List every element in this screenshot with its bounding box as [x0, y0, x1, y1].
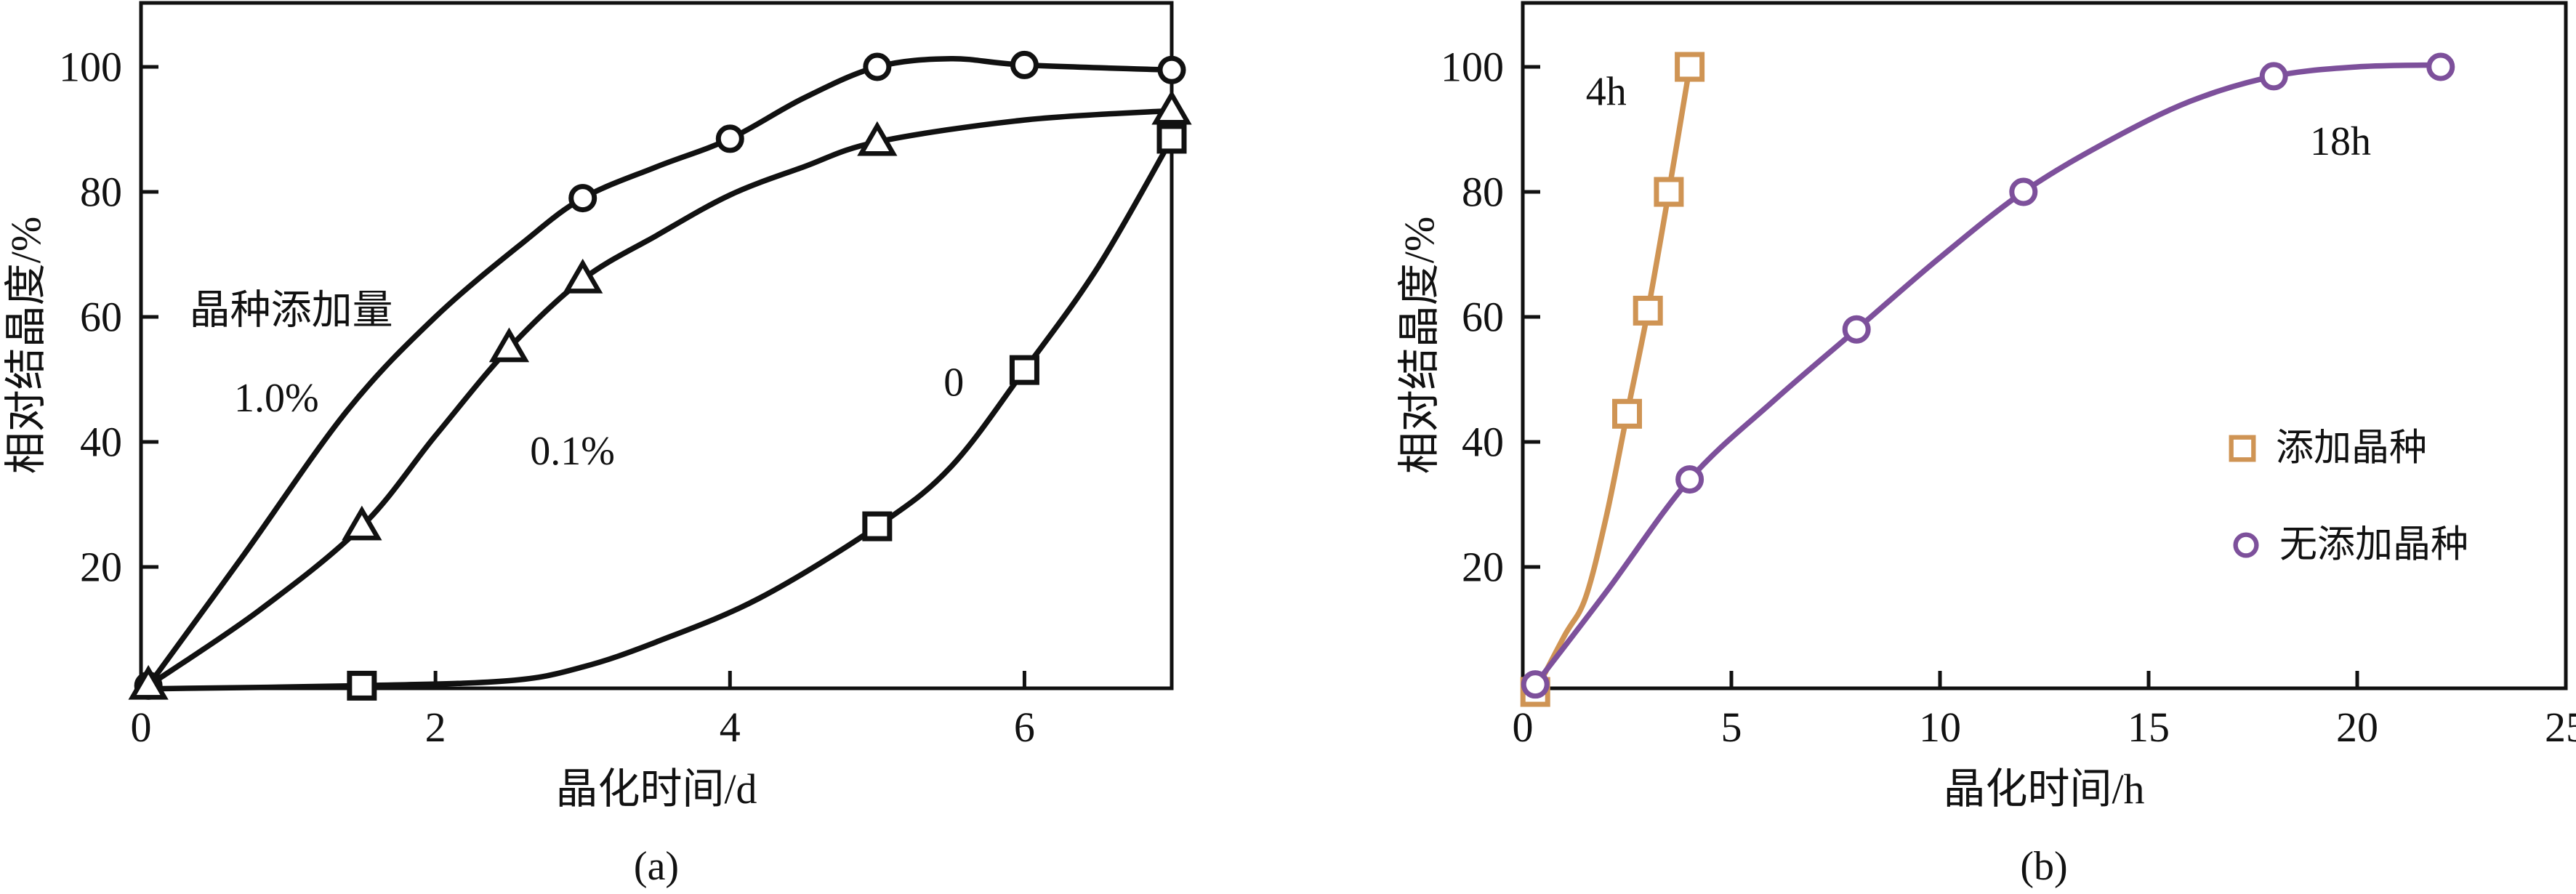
x-tick-label: 2 — [425, 704, 446, 751]
subplot-caption: (b) — [2020, 844, 2067, 889]
annotation-label: 0 — [943, 360, 964, 405]
series-curve — [145, 108, 1175, 689]
y-tick-label: 20 — [80, 544, 122, 591]
data-point-marker-circle — [1157, 55, 1186, 84]
data-point-marker-triangle — [857, 121, 898, 156]
x-tick-label: 6 — [1014, 704, 1035, 751]
series-curve — [1532, 62, 2444, 688]
x-axis-title: 晶化时间/h — [1943, 765, 2144, 813]
data-point-marker-square — [1654, 177, 1684, 207]
series-curve — [145, 136, 1175, 692]
data-point-marker-circle — [2009, 177, 2038, 206]
y-tick-label: 80 — [80, 169, 122, 216]
plot-border — [139, 1, 1174, 690]
x-tick-label: 15 — [2128, 704, 2170, 751]
x-tick-label: 0 — [131, 704, 152, 751]
annotation-label: 晶种添加量 — [190, 288, 393, 333]
data-point-marker-circle — [2426, 52, 2455, 81]
data-point-marker-square — [347, 670, 377, 701]
y-tick-label: 100 — [59, 44, 122, 91]
legend-label: 无添加晶种 — [2279, 525, 2468, 566]
x-tick-label: 0 — [1513, 704, 1534, 751]
y-tick-label: 60 — [80, 294, 122, 341]
annotation-label: 4h — [1586, 69, 1627, 114]
y-tick-label: 40 — [1462, 419, 1504, 466]
data-point-marker-square — [862, 511, 893, 541]
y-tick-label: 40 — [80, 419, 122, 466]
plot-content: 0 2 4 6 20 40 60 80 100 晶种添加量 1.0% 0.1% 0 — [59, 44, 1192, 751]
data-point-marker-triangle — [342, 505, 382, 541]
y-axis-title: 相对结晶度/% — [2, 217, 49, 474]
y-tick-label: 80 — [1462, 169, 1504, 216]
y-tick-label: 60 — [1462, 294, 1504, 341]
x-tick-label: 10 — [1919, 704, 1961, 751]
data-point-marker-square — [2229, 435, 2256, 462]
data-point-marker-circle — [1842, 315, 1871, 344]
data-point-marker-circle — [1675, 465, 1704, 494]
data-point-marker-triangle — [488, 327, 530, 363]
annotation-label: 0.1% — [530, 429, 615, 474]
annotation-label: 18h — [2310, 119, 2371, 164]
data-point-marker-triangle — [128, 664, 169, 700]
data-point-marker-square — [1675, 52, 1705, 82]
annotation-label: 1.0% — [234, 376, 319, 421]
data-point-marker-square — [1009, 355, 1039, 385]
y-tick-label: 100 — [1441, 44, 1504, 91]
data-point-marker-square — [1156, 124, 1187, 154]
data-point-marker-circle — [863, 52, 892, 81]
series-curve — [145, 56, 1175, 689]
data-point-marker-circle — [715, 124, 744, 153]
data-point-marker-circle — [1010, 50, 1039, 79]
data-point-marker-triangle — [563, 258, 603, 294]
y-axis-title: 相对结晶度/% — [1396, 217, 1443, 474]
data-point-marker-circle — [568, 184, 597, 213]
x-axis-title: 晶化时间/d — [555, 765, 757, 813]
x-tick-label: 4 — [720, 704, 741, 751]
data-point-marker-circle — [2233, 532, 2259, 558]
series-curve — [1532, 64, 1693, 695]
plot-border — [1521, 1, 2568, 690]
subplot-caption: (a) — [634, 844, 679, 889]
x-tick-label: 5 — [1721, 704, 1742, 751]
y-tick-label: 20 — [1462, 544, 1504, 591]
data-point-marker-circle — [1521, 670, 1550, 699]
data-point-marker-circle — [2259, 62, 2288, 91]
x-tick-label: 20 — [2336, 704, 2378, 751]
x-tick-label: 25 — [2545, 704, 2576, 751]
data-point-marker-square — [1633, 295, 1663, 326]
chart-a: 0 2 4 6 20 40 60 80 100 晶种添加量 1.0% 0.1% 0 晶化时间/d 相对结… — [2, 1, 1192, 889]
legend-label: 添加晶种 — [2276, 428, 2427, 470]
data-point-marker-triangle — [1151, 89, 1192, 125]
data-point-marker-square — [1612, 398, 1642, 429]
